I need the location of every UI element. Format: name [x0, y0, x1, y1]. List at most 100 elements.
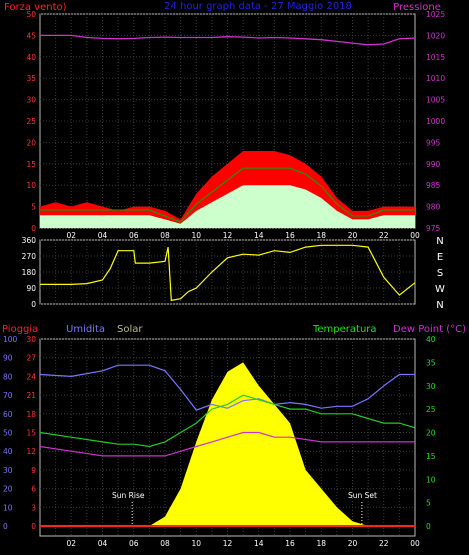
- wind-gust-line: [40, 167, 415, 223]
- solar-area: [40, 362, 415, 526]
- pressure-line: [40, 34, 416, 46]
- compass-tick: W: [435, 284, 445, 295]
- x-tick-label: 08: [160, 539, 170, 548]
- x-tick-label: 20: [348, 539, 358, 548]
- x-tick-label: 12: [223, 231, 233, 240]
- x-tick-label: 10: [191, 539, 201, 548]
- x-tick-label: 00: [410, 539, 420, 548]
- x-tick-label: 14: [254, 539, 264, 548]
- x-tick-label: 20: [348, 231, 358, 240]
- wind-y-tick: 45: [26, 31, 36, 40]
- wind-y-tick: 15: [26, 160, 36, 169]
- temperature-y-tick: 0: [426, 522, 431, 531]
- temperature-y-tick: 25: [426, 405, 436, 414]
- chart-title: 24 hour graph data - 27 Maggio 2018: [164, 1, 352, 12]
- x-tick-label: 16: [285, 231, 295, 240]
- pressure-y-tick: 1005: [426, 96, 445, 105]
- wind-y-tick: 20: [26, 138, 36, 147]
- wind-y-tick: 40: [26, 53, 36, 62]
- rain-y-tick: 15: [26, 429, 36, 438]
- compass-tick: N: [436, 300, 443, 311]
- rain-y-tick: 6: [31, 485, 36, 494]
- x-tick-label: 14: [254, 231, 264, 240]
- humidity-y-tick: 70: [3, 391, 13, 400]
- dewpoint-axis-title: Dew Point (°C): [393, 324, 466, 335]
- wind-y-tick: 30: [26, 96, 36, 105]
- rain-y-tick: 27: [26, 354, 36, 363]
- x-tick-label: 10: [191, 231, 201, 240]
- x-tick-label: 02: [66, 231, 76, 240]
- temperature-y-tick: 5: [426, 499, 431, 508]
- compass-tick: E: [437, 252, 443, 263]
- wind-y-tick: 0: [31, 224, 36, 233]
- pressure-y-tick: 1015: [426, 53, 445, 62]
- temperature-y-tick: 40: [426, 335, 436, 344]
- temperature-y-tick: 15: [426, 452, 436, 461]
- compass-tick: S: [437, 268, 443, 279]
- temperature-line: [39, 394, 416, 448]
- rain-axis-title: Pioggia: [2, 324, 38, 335]
- wind-y-tick: 5: [31, 203, 36, 212]
- direction-y-tick: 270: [22, 252, 37, 261]
- x-tick-label: 12: [223, 539, 233, 548]
- pressure-axis-title: Pressione: [393, 2, 441, 13]
- temperature-axis-title: Temperatura: [312, 324, 377, 335]
- temperature-y-tick: 35: [426, 358, 436, 367]
- humidity-y-tick: 90: [3, 354, 13, 363]
- rain-y-tick: 9: [31, 466, 36, 475]
- humidity-axis-title: Umidita: [66, 324, 105, 335]
- humidity-y-tick: 10: [3, 503, 13, 512]
- pressure-y-tick: 975: [426, 224, 441, 233]
- sunrise-label: Sun Rise: [112, 491, 145, 500]
- x-tick-label: 04: [98, 231, 108, 240]
- x-tick-label: 06: [129, 231, 139, 240]
- pressure-y-tick: 980: [426, 203, 441, 212]
- wind-y-tick: 10: [26, 181, 36, 190]
- x-tick-label: 08: [160, 231, 170, 240]
- humidity-y-tick: 30: [3, 466, 13, 475]
- rain-y-tick: 12: [26, 447, 36, 456]
- direction-y-tick: 90: [26, 284, 36, 293]
- pressure-y-tick: 1020: [426, 31, 445, 40]
- pressure-y-tick: 1010: [426, 74, 445, 83]
- x-tick-label: 02: [66, 539, 76, 548]
- temperature-y-tick: 30: [426, 382, 436, 391]
- wind-average-area: [40, 185, 415, 228]
- temperature-y-tick: 20: [426, 429, 436, 438]
- direction-y-tick: 360: [22, 236, 37, 245]
- humidity-y-tick: 20: [3, 485, 13, 494]
- wind-y-tick: 35: [26, 74, 36, 83]
- dewpoint-line: [39, 431, 415, 457]
- humidity-y-tick: 80: [3, 372, 13, 381]
- humidity-y-tick: 100: [3, 335, 18, 344]
- compass-tick: N: [436, 236, 443, 247]
- x-tick-label: 22: [379, 231, 389, 240]
- solar-axis-title: Solar: [117, 324, 143, 335]
- sunset-label: Sun Set: [348, 491, 377, 500]
- humidity-y-tick: 40: [3, 447, 13, 456]
- humidity-y-tick: 50: [3, 429, 13, 438]
- x-tick-label: 16: [285, 539, 295, 548]
- humidity-y-tick: 0: [3, 522, 8, 531]
- humidity-line: [39, 364, 415, 411]
- direction-y-tick: 180: [22, 268, 37, 277]
- pressure-y-tick: 990: [426, 160, 441, 169]
- x-tick-label: 00: [410, 231, 420, 240]
- x-tick-label: 04: [98, 539, 108, 548]
- pressure-y-tick: 995: [426, 138, 441, 147]
- pressure-y-tick: 1025: [426, 10, 445, 19]
- wind-direction-line: [40, 244, 416, 302]
- rain-y-tick: 0: [31, 522, 36, 531]
- temperature-y-tick: 10: [426, 475, 436, 484]
- x-tick-label: 22: [379, 539, 389, 548]
- humidity-y-tick: 60: [3, 410, 13, 419]
- rain-y-tick: 18: [26, 410, 36, 419]
- rain-y-tick: 21: [26, 391, 36, 400]
- direction-y-tick: 0: [31, 300, 36, 309]
- rain-y-tick: 30: [26, 335, 36, 344]
- rain-y-tick: 3: [31, 503, 36, 512]
- wind-y-tick: 50: [26, 10, 36, 19]
- pressure-y-tick: 985: [426, 181, 441, 190]
- wind-axis-title: Forza vento): [4, 2, 67, 13]
